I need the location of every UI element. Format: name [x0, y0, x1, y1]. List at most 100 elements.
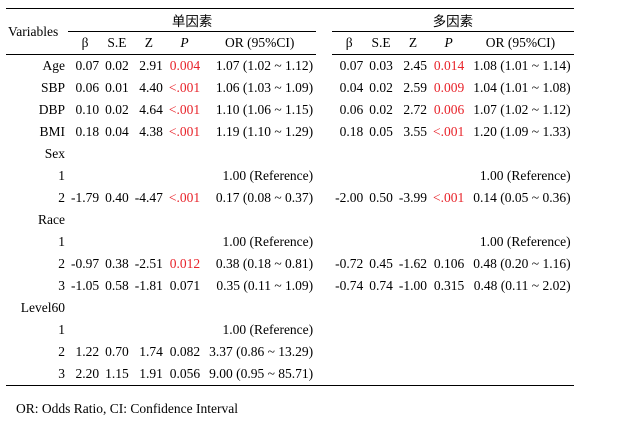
cell-b-multivariate: 0.04: [339, 80, 364, 95]
variable-label: Sex: [44, 146, 65, 161]
cell-p-multivariate: 0.014: [433, 58, 465, 73]
cell-z-multivariate: [396, 297, 430, 319]
cell-z-univariate: -1.81: [134, 278, 163, 293]
header-gap: [316, 9, 332, 32]
row-gap: [316, 363, 333, 386]
col-or-multivariate: OR (95%CI): [467, 31, 574, 55]
cell-or-univariate: 1.00 (Reference): [222, 168, 314, 183]
table-row: SBP 0.06 0.01 4.40 <.001 1.06 (1.03 ~ 1.09) 0.…: [6, 77, 574, 99]
table-row: 2 -0.97 0.38 -2.51 0.012 0.38 (0.18 ~ 0.81) -0…: [6, 253, 574, 275]
header-gap: [316, 32, 332, 55]
cell-or-multivariate: 1.04 (1.01 ~ 1.08): [473, 80, 571, 95]
cell-se-univariate: [102, 297, 132, 319]
row-gap: [316, 253, 332, 275]
cell-z-univariate: -2.51: [134, 256, 163, 271]
cell-b-multivariate: [332, 231, 366, 253]
cell-or-multivariate: 1.07 (1.02 ~ 1.12): [473, 102, 571, 117]
cell-p-multivariate: [430, 209, 467, 231]
table-row: 1 1.00 (Reference) 1.00 (Reference): [6, 165, 574, 187]
cell-se-univariate: 0.02: [105, 58, 129, 73]
cell-b-univariate: [68, 231, 102, 253]
cell-se-multivariate: 0.50: [369, 190, 393, 205]
cell-b-multivariate: [332, 297, 366, 319]
cell-p-univariate: <.001: [168, 102, 201, 117]
cell-b-multivariate: [332, 165, 366, 187]
cell-z-univariate: [132, 209, 166, 231]
table-row: 3 -1.05 0.58 -1.81 0.071 0.35 (0.11 ~ 1.09) -0…: [6, 275, 574, 297]
cell-or-multivariate: [467, 143, 573, 165]
cell-se-multivariate: 0.74: [369, 278, 393, 293]
cell-p-univariate: [166, 297, 203, 319]
row-gap: [316, 209, 332, 231]
cell-se-univariate: [102, 319, 132, 341]
cell-b-multivariate: 0.06: [339, 102, 364, 117]
cell-z-multivariate: -1.62: [398, 256, 428, 271]
cell-b-multivariate: -2.00: [335, 190, 364, 205]
cell-se-univariate: 0.70: [105, 344, 129, 359]
col-z-multivariate: Z: [395, 31, 431, 55]
cell-se-univariate: [102, 231, 132, 253]
cell-z-univariate: [132, 297, 166, 319]
column-header-row: β S.E Z P OR (95%CI) β S.E Z P OR (95%CI…: [6, 31, 574, 55]
level-label: 1: [58, 168, 65, 183]
cell-z-univariate: 1.91: [131, 363, 166, 386]
col-z-univariate: Z: [131, 31, 166, 55]
cell-p-multivariate: [430, 341, 467, 363]
cell-se-multivariate: [366, 297, 396, 319]
cell-p-multivariate: 0.315: [433, 278, 465, 293]
cell-z-multivariate: [395, 363, 431, 386]
cell-or-multivariate: 1.20 (1.09 ~ 1.33): [473, 124, 571, 139]
table-row: Race: [6, 209, 574, 231]
cell-p-univariate: <.001: [168, 80, 201, 95]
cell-p-univariate: 0.082: [169, 344, 201, 359]
cell-p-multivariate: <.001: [433, 190, 465, 205]
row-gap: [316, 319, 332, 341]
cell-se-multivariate: 0.45: [369, 256, 393, 271]
cell-or-multivariate: [467, 319, 573, 341]
cell-or-univariate: [203, 209, 316, 231]
cell-p-univariate: [166, 209, 203, 231]
cell-p-univariate: [166, 231, 203, 253]
cell-p-multivariate: [430, 165, 467, 187]
cell-or-univariate: 9.00 (0.95 ~ 85.71): [203, 363, 317, 386]
cell-p-univariate: 0.056: [165, 363, 204, 386]
cell-z-univariate: 4.40: [139, 80, 163, 95]
cell-b-univariate: 1.22: [75, 344, 100, 359]
cell-z-univariate: [132, 319, 166, 341]
cell-p-univariate: [166, 319, 203, 341]
cell-z-univariate: [132, 231, 166, 253]
col-beta-multivariate: β: [332, 31, 367, 55]
cell-z-multivariate: [396, 143, 430, 165]
cell-se-multivariate: 0.05: [369, 124, 393, 139]
table-body: Age 0.07 0.02 2.91 0.004 1.07 (1.02 ~ 1.12) 0.…: [6, 55, 574, 386]
cell-b-multivariate: [332, 341, 366, 363]
cell-or-multivariate: 0.48 (0.11 ~ 2.02): [473, 278, 571, 293]
cell-b-univariate: 0.06: [75, 80, 100, 95]
cell-or-univariate: 1.00 (Reference): [222, 322, 314, 337]
level-label: 3: [6, 363, 68, 386]
cell-or-univariate: [203, 297, 316, 319]
row-gap: [316, 99, 332, 121]
variable-label: BMI: [39, 124, 65, 139]
cell-b-univariate: 0.18: [75, 124, 100, 139]
cell-se-multivariate: [366, 341, 396, 363]
table-row: Age 0.07 0.02 2.91 0.004 1.07 (1.02 ~ 1.12) 0.…: [6, 55, 574, 78]
cell-or-univariate: 1.00 (Reference): [222, 234, 314, 249]
col-beta-univariate: β: [68, 31, 103, 55]
cell-z-multivariate: [396, 341, 430, 363]
cell-p-multivariate: [430, 363, 468, 386]
cell-p-multivariate: [430, 319, 467, 341]
cell-or-multivariate: 1.00 (Reference): [479, 168, 571, 183]
cell-p-multivariate: 0.106: [433, 256, 465, 271]
cell-or-multivariate: [467, 363, 574, 386]
row-gap: [316, 121, 332, 143]
col-p-multivariate: P: [430, 31, 468, 55]
table-row: Sex: [6, 143, 574, 165]
cell-or-univariate: 1.07 (1.02 ~ 1.12): [215, 58, 314, 73]
cell-se-multivariate: 0.03: [369, 58, 393, 73]
cell-p-univariate: 0.071: [169, 278, 201, 293]
cell-p-univariate: 0.004: [169, 58, 201, 73]
cell-b-multivariate: [332, 319, 366, 341]
cell-or-multivariate: 1.08 (1.01 ~ 1.14): [473, 58, 571, 73]
cell-z-univariate: [132, 143, 166, 165]
